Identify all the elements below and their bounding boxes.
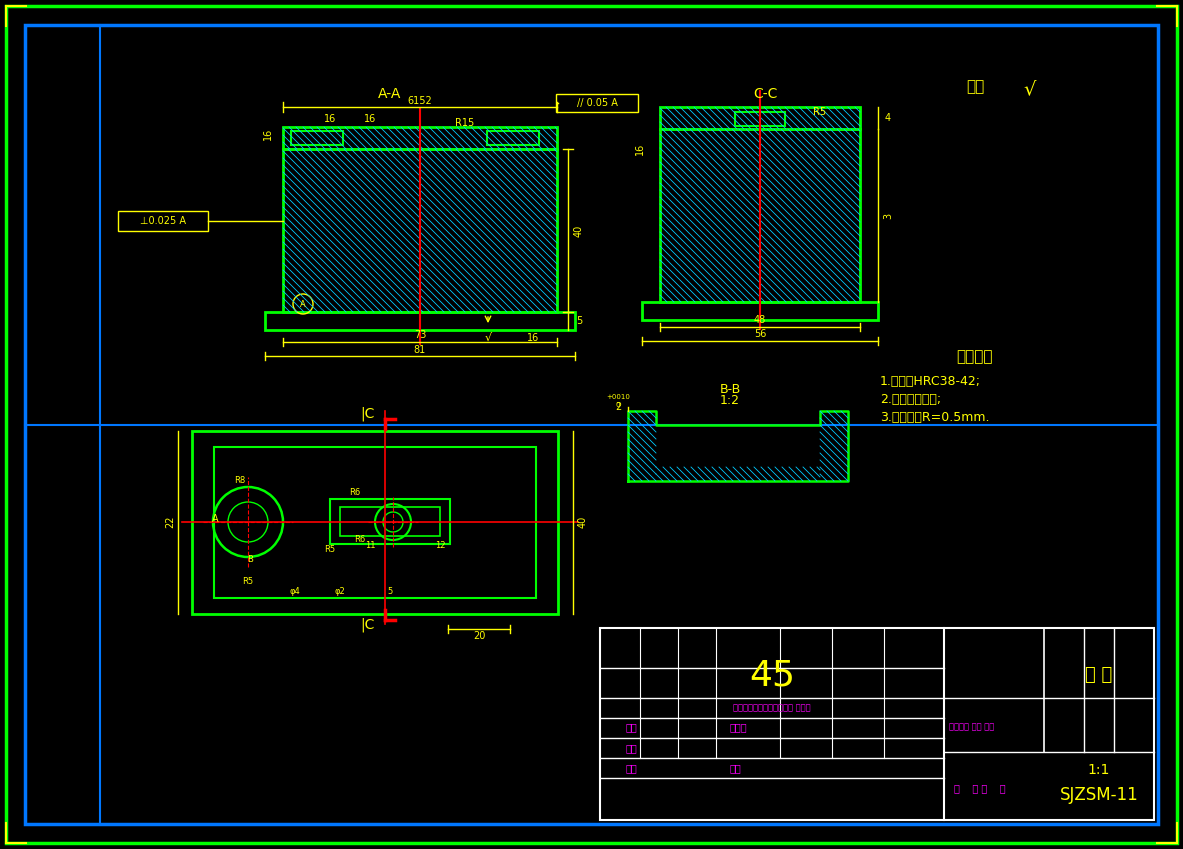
- Bar: [487, 131, 539, 145]
- Text: 6152: 6152: [408, 96, 432, 106]
- Text: R6: R6: [349, 487, 361, 497]
- Bar: [556, 94, 638, 112]
- Text: 5: 5: [576, 316, 582, 326]
- Text: 2: 2: [615, 402, 621, 412]
- Text: R8: R8: [234, 475, 246, 485]
- Text: A: A: [212, 514, 219, 524]
- Text: 1.热处理HRC38-42;: 1.热处理HRC38-42;: [880, 374, 981, 387]
- Text: 阶段标记 重量 比例: 阶段标记 重量 比例: [949, 722, 994, 732]
- Text: 22: 22: [164, 515, 175, 528]
- Text: 设计: 设计: [626, 722, 638, 732]
- Text: |C: |C: [361, 618, 375, 633]
- Text: |C: |C: [361, 407, 375, 421]
- Text: 3.未注圆角R=0.5mm.: 3.未注圆角R=0.5mm.: [880, 411, 989, 424]
- Text: φ2: φ2: [335, 587, 345, 595]
- Text: 40: 40: [578, 516, 588, 528]
- Text: √: √: [484, 333, 492, 343]
- Text: 11: 11: [364, 542, 375, 550]
- Text: B: B: [247, 555, 253, 565]
- Bar: [340, 507, 440, 536]
- Text: 48: 48: [754, 315, 767, 325]
- Text: 3: 3: [883, 213, 893, 219]
- Text: 20: 20: [473, 631, 485, 641]
- Text: 1:2: 1:2: [720, 393, 741, 407]
- Text: +0010: +0010: [606, 394, 629, 400]
- Text: 技术要求: 技术要求: [957, 350, 994, 364]
- Text: R5: R5: [324, 544, 336, 554]
- Text: B-B: B-B: [719, 383, 741, 396]
- Text: A-A: A-A: [379, 87, 402, 101]
- Text: 0: 0: [615, 402, 620, 408]
- Bar: [642, 302, 878, 320]
- Text: 12: 12: [434, 542, 445, 550]
- Text: 审核: 审核: [626, 743, 638, 753]
- Text: 共    张 第    张: 共 张 第 张: [953, 783, 1006, 793]
- Text: 16: 16: [635, 143, 645, 155]
- Text: 其余: 其余: [965, 80, 984, 94]
- Polygon shape: [628, 411, 848, 481]
- Bar: [118, 211, 208, 231]
- Text: ⊥0.025 A: ⊥0.025 A: [140, 216, 186, 226]
- Bar: [600, 628, 1153, 820]
- Text: R6: R6: [355, 535, 366, 543]
- Bar: [265, 312, 575, 330]
- Text: SJZSM-11: SJZSM-11: [1060, 786, 1138, 804]
- Text: A: A: [300, 300, 306, 308]
- Text: 73: 73: [414, 330, 426, 340]
- Text: R5: R5: [243, 576, 253, 586]
- Text: 16: 16: [526, 333, 539, 343]
- Text: 16: 16: [263, 128, 273, 140]
- Text: R15: R15: [455, 118, 474, 128]
- Bar: [283, 149, 557, 312]
- Text: 2.锐角去毛倒角;: 2.锐角去毛倒角;: [880, 392, 942, 406]
- Text: 1:1: 1:1: [1088, 763, 1110, 777]
- Text: 批准: 批准: [730, 763, 742, 773]
- Text: 工艺: 工艺: [626, 763, 638, 773]
- Text: 16: 16: [324, 114, 336, 124]
- Text: φ4: φ4: [290, 587, 300, 595]
- Text: C-C: C-C: [752, 87, 777, 101]
- Bar: [660, 107, 860, 129]
- Text: 型 腔: 型 腔: [1085, 666, 1113, 684]
- Bar: [660, 129, 860, 302]
- Text: 4: 4: [885, 113, 891, 123]
- Text: √: √: [1023, 80, 1036, 98]
- Text: 16: 16: [364, 114, 376, 124]
- Text: 56: 56: [754, 329, 767, 339]
- Text: R5: R5: [814, 107, 827, 117]
- Text: 5: 5: [387, 587, 393, 595]
- Text: 81: 81: [414, 345, 426, 355]
- Bar: [192, 431, 558, 614]
- Bar: [291, 131, 343, 145]
- Text: // 0.05 A: // 0.05 A: [576, 98, 618, 108]
- Bar: [330, 499, 450, 544]
- Text: 标准化: 标准化: [730, 722, 748, 732]
- Text: 40: 40: [574, 225, 584, 237]
- Text: 标记处数分区更改文件签名 年月日: 标记处数分区更改文件签名 年月日: [733, 704, 810, 712]
- Bar: [214, 447, 536, 598]
- Bar: [283, 127, 557, 149]
- Text: 45: 45: [749, 658, 795, 692]
- Bar: [735, 112, 786, 126]
